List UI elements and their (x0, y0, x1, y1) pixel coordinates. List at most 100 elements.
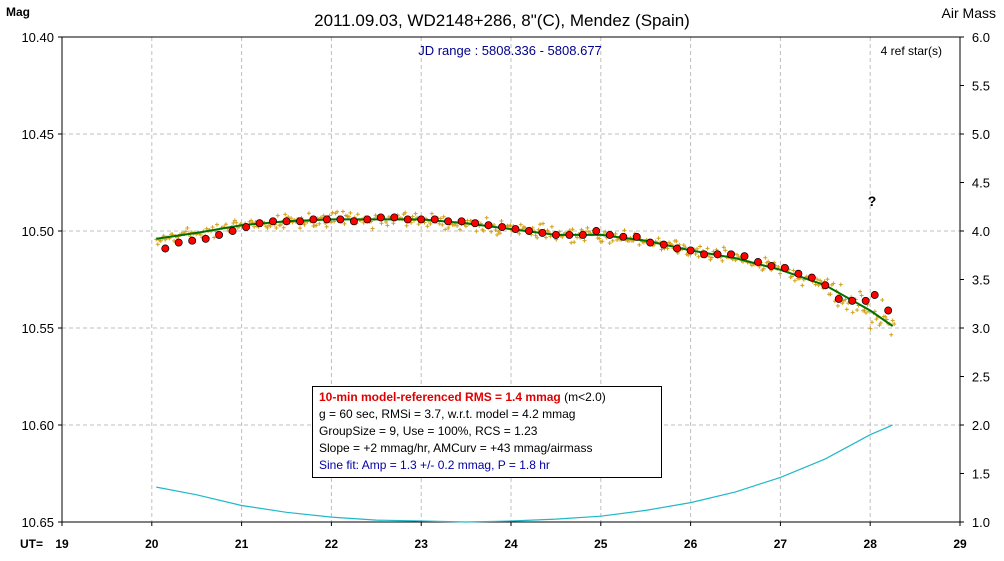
raw-point (185, 226, 190, 230)
raw-point (458, 227, 462, 232)
raw-point (495, 232, 500, 237)
raw-point (864, 310, 868, 315)
x-tick-label: 20 (145, 537, 159, 551)
binned-point (242, 223, 251, 232)
raw-point (498, 231, 502, 236)
raw-point (815, 277, 820, 282)
raw-point (870, 320, 874, 325)
raw-point (656, 236, 661, 241)
y2-tick-label: 3.5 (972, 273, 990, 288)
raw-point (234, 220, 239, 225)
raw-point (523, 225, 528, 230)
binned-point (538, 228, 547, 237)
raw-point (212, 235, 217, 240)
raw-point (306, 211, 311, 216)
raw-point (778, 271, 783, 276)
x-tick-label: 25 (594, 537, 608, 551)
raw-point (484, 215, 489, 220)
x-tick-label: 23 (415, 537, 429, 551)
raw-point (610, 238, 615, 243)
y2-tick-label: 1.5 (972, 467, 990, 482)
y2-tick-label: 5.0 (972, 127, 990, 142)
raw-point (674, 239, 679, 244)
raw-point (708, 257, 713, 262)
raw-point (763, 255, 768, 260)
binned-point (390, 213, 399, 222)
raw-point (370, 226, 375, 231)
y-tick-label: 10.65 (21, 515, 54, 530)
binned-point (767, 261, 776, 270)
raw-point (843, 297, 848, 302)
binned-point (430, 215, 439, 224)
raw-point (183, 229, 188, 234)
airmass-line (156, 424, 893, 523)
binned-point (740, 252, 749, 261)
raw-point (464, 224, 468, 229)
raw-point (544, 235, 548, 240)
raw-point (355, 212, 360, 217)
ref-stars-label: 4 ref star(s) (881, 44, 942, 58)
raw-point (281, 225, 286, 230)
raw-point (278, 222, 283, 227)
raw-point (346, 214, 351, 219)
binned-point (861, 296, 870, 305)
axis-ticks: 19 20 21 22 23 24 25 26 27 28 29 10.40 10.45 10.50 10.… (21, 30, 990, 551)
annotation-question-mark: ? (868, 193, 877, 209)
raw-point (298, 226, 302, 231)
binned-point (659, 240, 668, 249)
raw-point (862, 308, 867, 313)
raw-point (538, 222, 543, 227)
stats-rms-line: 10-min model-referenced RMS = 1.4 mmag (… (319, 389, 656, 406)
raw-point (330, 210, 335, 215)
y2-tick-label: 2.0 (972, 418, 990, 433)
raw-point (695, 246, 700, 251)
binned-point (201, 234, 210, 243)
binned-point (161, 244, 170, 253)
binned-point (686, 246, 695, 255)
binned-point (592, 227, 601, 235)
raw-point (721, 245, 726, 250)
raw-point (274, 226, 279, 230)
raw-point (613, 231, 618, 236)
raw-point (317, 221, 322, 226)
stats-box: 10-min model-referenced RMS = 1.4 mmag (… (312, 386, 662, 478)
raw-point (855, 308, 860, 312)
raw-point (572, 240, 577, 245)
raw-point (518, 222, 523, 227)
raw-point (890, 318, 895, 323)
y-tick-label: 10.50 (21, 224, 54, 239)
raw-point (275, 213, 280, 218)
binned-point (834, 294, 843, 303)
raw-point (858, 289, 863, 294)
raw-point (158, 238, 163, 243)
raw-point (384, 220, 388, 224)
raw-point (232, 218, 237, 223)
raw-point (416, 222, 421, 227)
x-tick-label: 24 (504, 537, 518, 551)
binned-point (870, 291, 879, 299)
raw-point (413, 211, 418, 216)
raw-point (455, 223, 460, 228)
y2-tick-label: 2.5 (972, 370, 990, 385)
raw-point (409, 220, 414, 225)
binned-point (376, 213, 385, 222)
raw-point (659, 247, 664, 252)
raw-point (828, 292, 833, 297)
raw-point (705, 246, 710, 251)
stats-rms: 10-min model-referenced RMS = 1.4 mmag (319, 390, 561, 404)
raw-point (535, 235, 540, 240)
raw-point (693, 252, 698, 256)
raw-point (603, 229, 608, 234)
raw-point (681, 243, 686, 248)
raw-point (302, 222, 307, 227)
binned-point (632, 232, 641, 241)
stats-line-4: Slope = +2 mmag/hr, AMCurv = +43 mmag/ai… (319, 441, 593, 455)
binned-point (780, 263, 789, 272)
raw-point (321, 213, 326, 218)
x-tick-label: 21 (235, 537, 249, 551)
binned-point (884, 306, 893, 315)
x-axis-label: UT= (20, 537, 43, 551)
binned-point (807, 273, 816, 282)
raw-point (536, 227, 541, 232)
raw-point (825, 277, 830, 282)
